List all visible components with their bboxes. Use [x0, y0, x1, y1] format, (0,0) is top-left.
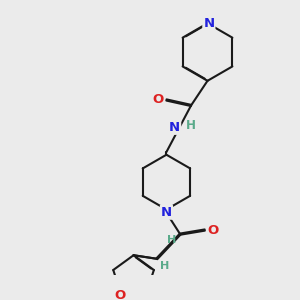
- Text: O: O: [114, 289, 125, 300]
- Text: O: O: [153, 94, 164, 106]
- Text: H: H: [160, 261, 170, 271]
- Text: H: H: [167, 235, 177, 244]
- Text: N: N: [169, 121, 180, 134]
- Text: H: H: [186, 119, 196, 133]
- Text: O: O: [207, 224, 219, 236]
- Text: N: N: [161, 206, 172, 219]
- Text: N: N: [203, 17, 214, 30]
